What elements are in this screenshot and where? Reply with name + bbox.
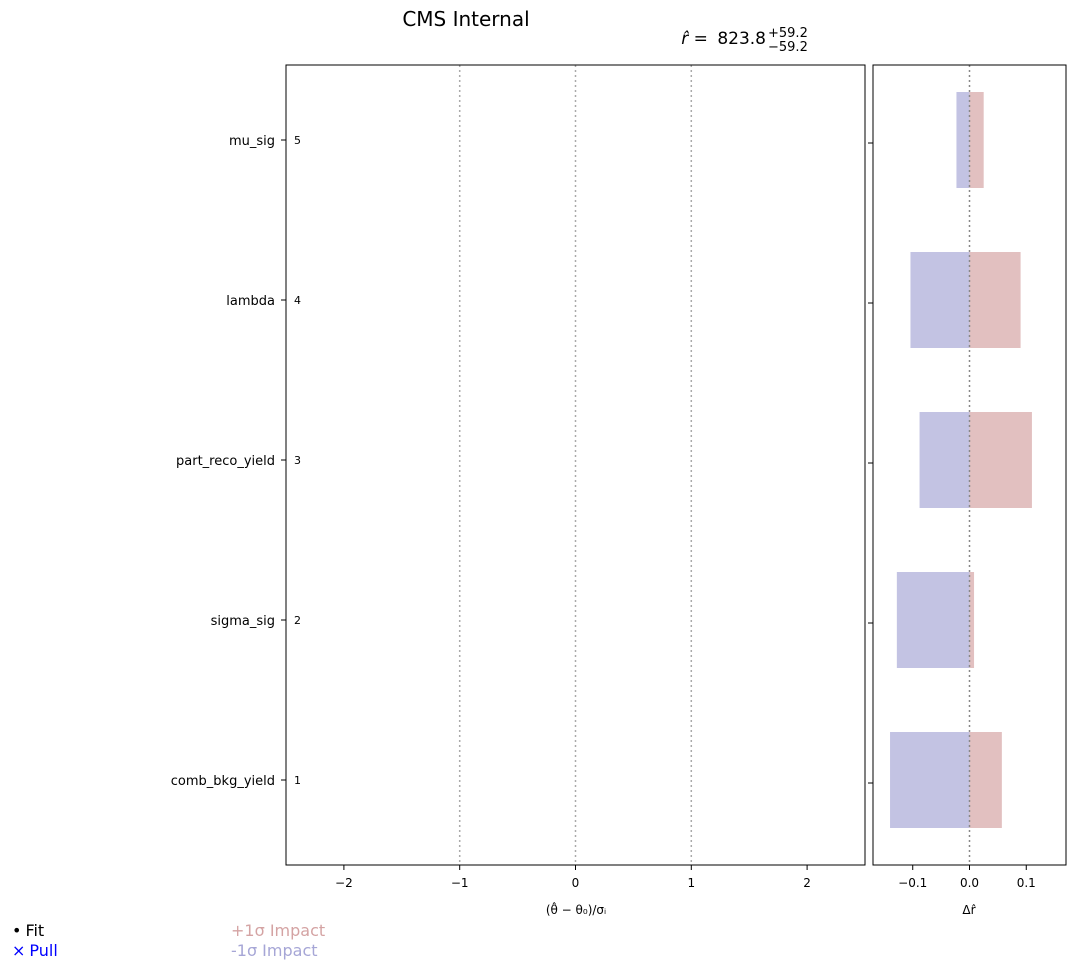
impact-bar-up bbox=[969, 572, 975, 668]
parameter-rank: 1 bbox=[294, 774, 301, 787]
impact-x-tick-label: 0.0 bbox=[960, 876, 979, 890]
legend-fit: • Fit bbox=[12, 921, 44, 940]
parameter-label: part_reco_yield bbox=[176, 454, 275, 469]
impact-x-tick-label: −0.1 bbox=[898, 876, 927, 890]
parameter-rank: 2 bbox=[294, 614, 301, 627]
parameter-rank: 5 bbox=[294, 134, 301, 147]
parameter-label: lambda bbox=[226, 294, 275, 309]
impact-bar-up bbox=[969, 412, 1032, 508]
pulls-x-axis-label: (θ̂ − θ₀)/σᵢ bbox=[546, 901, 606, 917]
parameter-label: mu_sig bbox=[229, 134, 275, 149]
result-value: 823.8 bbox=[717, 29, 766, 49]
legend-pull: × Pull bbox=[12, 941, 58, 960]
pulls-x-tick-label: 0 bbox=[572, 876, 580, 890]
parameter-label: sigma_sig bbox=[211, 614, 275, 629]
impact-bar-down bbox=[919, 412, 970, 508]
impact-x-tick-label: 0.1 bbox=[1017, 876, 1036, 890]
legend-impact-down: -1σ Impact bbox=[231, 941, 318, 960]
chart-title: CMS Internal bbox=[402, 7, 529, 31]
result-error-down: −59.2 bbox=[768, 40, 808, 55]
pulls-panel: −2 −1 0 1 2 mu_sig 5 lambda 4 part_reco_yield 3 sig… bbox=[171, 64, 866, 890]
impact-bar-up bbox=[969, 92, 984, 188]
pulls-x-tick-label: 2 bbox=[803, 876, 811, 890]
legend: • Fit × Pull +1σ Impact -1σ Impact bbox=[12, 921, 325, 960]
fit-result: r̂ = 823.8 +59.2 −59.2 bbox=[681, 26, 808, 55]
impact-bar-down bbox=[910, 252, 970, 348]
result-error-up: +59.2 bbox=[768, 26, 808, 41]
parameter-rank: 3 bbox=[294, 454, 301, 467]
result-symbol: r̂ = bbox=[681, 29, 708, 49]
impact-bar-down bbox=[896, 572, 970, 668]
impact-bar-down bbox=[956, 92, 970, 188]
impact-bar-up bbox=[969, 732, 1002, 828]
impact-bar-up bbox=[969, 252, 1021, 348]
parameter-rank: 4 bbox=[294, 294, 301, 307]
parameter-label: comb_bkg_yield bbox=[171, 774, 275, 789]
impact-panel: −0.1 0.0 0.1 bbox=[868, 64, 1067, 890]
pulls-x-tick-label: 1 bbox=[687, 876, 695, 890]
legend-impact-up: +1σ Impact bbox=[231, 921, 325, 940]
pulls-x-tick-label: −2 bbox=[335, 876, 353, 890]
impact-x-axis-label: Δr̂ bbox=[962, 903, 975, 917]
impact-bar-down bbox=[890, 732, 970, 828]
pulls-x-tick-label: −1 bbox=[451, 876, 469, 890]
svg-text:r̂ = 823.8: r̂ = 823.8 bbox=[681, 29, 766, 49]
